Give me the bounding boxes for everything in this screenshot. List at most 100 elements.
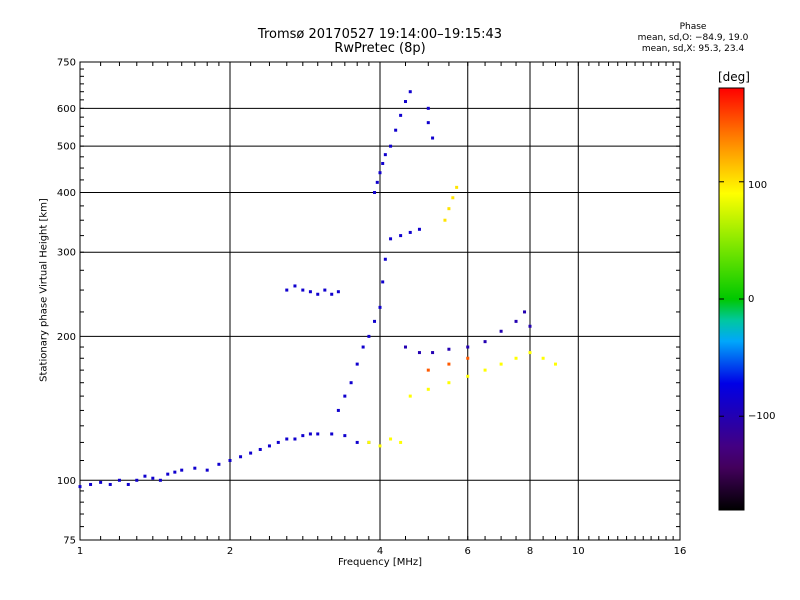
data-point (323, 288, 327, 292)
y-tick-label: 200 (57, 332, 76, 343)
x-tick-label: 1 (77, 546, 83, 557)
data-point (528, 324, 532, 328)
x-tick-label: 16 (674, 546, 687, 557)
data-point (301, 434, 305, 438)
data-point (541, 356, 545, 360)
colorbar-tick-label: 0 (748, 294, 755, 305)
data-point (373, 190, 377, 194)
x-tick-label: 2 (227, 546, 233, 557)
data-point (466, 345, 470, 349)
x-tick-label: 8 (527, 546, 533, 557)
data-point (523, 310, 527, 314)
data-point (455, 185, 459, 189)
data-point (330, 292, 334, 296)
data-point (301, 288, 305, 292)
data-point (336, 290, 340, 294)
data-point (426, 368, 430, 372)
data-point (228, 458, 232, 462)
data-point (361, 345, 365, 349)
data-point (408, 230, 412, 234)
data-point (426, 106, 430, 110)
data-point (373, 319, 377, 323)
data-point (78, 485, 82, 489)
data-point (108, 482, 112, 486)
y-tick-label: 750 (57, 58, 76, 69)
data-point (426, 121, 430, 125)
data-point (308, 290, 312, 294)
data-point (389, 437, 393, 441)
data-point (375, 180, 379, 184)
data-point (143, 474, 147, 478)
data-point (499, 329, 503, 333)
data-point (514, 356, 518, 360)
data-point (267, 444, 271, 448)
data-point (135, 478, 139, 482)
data-point (378, 305, 382, 309)
data-point (426, 387, 430, 391)
data-point (514, 319, 518, 323)
data-point (483, 368, 487, 372)
data-point (293, 437, 297, 441)
y-tick-label: 100 (57, 476, 76, 487)
data-point (399, 234, 403, 238)
data-point (285, 437, 289, 441)
data-point (367, 334, 371, 338)
data-point (447, 362, 451, 366)
data-point (308, 432, 312, 436)
data-point (431, 351, 435, 355)
data-point (293, 284, 297, 288)
data-point (217, 462, 221, 466)
data-point (383, 153, 387, 157)
data-point (378, 444, 382, 448)
y-tick-label: 500 (57, 142, 76, 153)
data-point (367, 440, 371, 444)
data-point (389, 144, 393, 148)
colorbar-unit: [deg] (718, 70, 750, 84)
x-tick-label: 10 (572, 546, 585, 557)
colorbar-tick-label: −100 (748, 411, 776, 422)
data-point (193, 466, 197, 470)
y-tick-label: 600 (57, 104, 76, 115)
data-point (443, 218, 447, 222)
data-point (381, 161, 385, 165)
data-point (205, 468, 209, 472)
data-point (447, 381, 451, 385)
data-point (408, 90, 412, 94)
y-axis-label: Stationary phase Virtual Height [km] (38, 198, 50, 382)
data-point (89, 482, 93, 486)
y-tick-label: 75 (63, 536, 76, 547)
data-point (316, 292, 320, 296)
data-point (117, 478, 121, 482)
data-point (316, 432, 320, 436)
data-point (173, 470, 177, 474)
data-point (276, 440, 280, 444)
data-point (447, 347, 451, 351)
data-point (158, 478, 162, 482)
y-tick-label: 400 (57, 188, 76, 199)
data-point (180, 468, 184, 472)
data-point (483, 340, 487, 344)
x-axis-label: Frequency [MHz] (337, 557, 423, 568)
data-point (528, 351, 532, 355)
chart-subtitle: RwPretec (8p) (334, 41, 426, 56)
data-point (389, 237, 393, 241)
y-tick-label: 300 (57, 248, 76, 259)
data-point (330, 432, 334, 436)
data-point (394, 128, 398, 132)
data-point (408, 394, 412, 398)
data-point (499, 362, 503, 366)
data-point (378, 171, 382, 175)
data-point (343, 394, 347, 398)
data-point (151, 476, 155, 480)
phase-legend-x: mean, sd,X: 95.3, 23.4 (641, 44, 745, 54)
data-point (239, 455, 243, 459)
data-point (431, 136, 435, 140)
colorbar-tick-label: 100 (748, 180, 768, 191)
data-point (466, 374, 470, 378)
data-point (349, 381, 353, 385)
data-point (466, 356, 470, 360)
data-point (403, 100, 407, 104)
data-point (553, 362, 557, 366)
data-point (258, 447, 262, 451)
